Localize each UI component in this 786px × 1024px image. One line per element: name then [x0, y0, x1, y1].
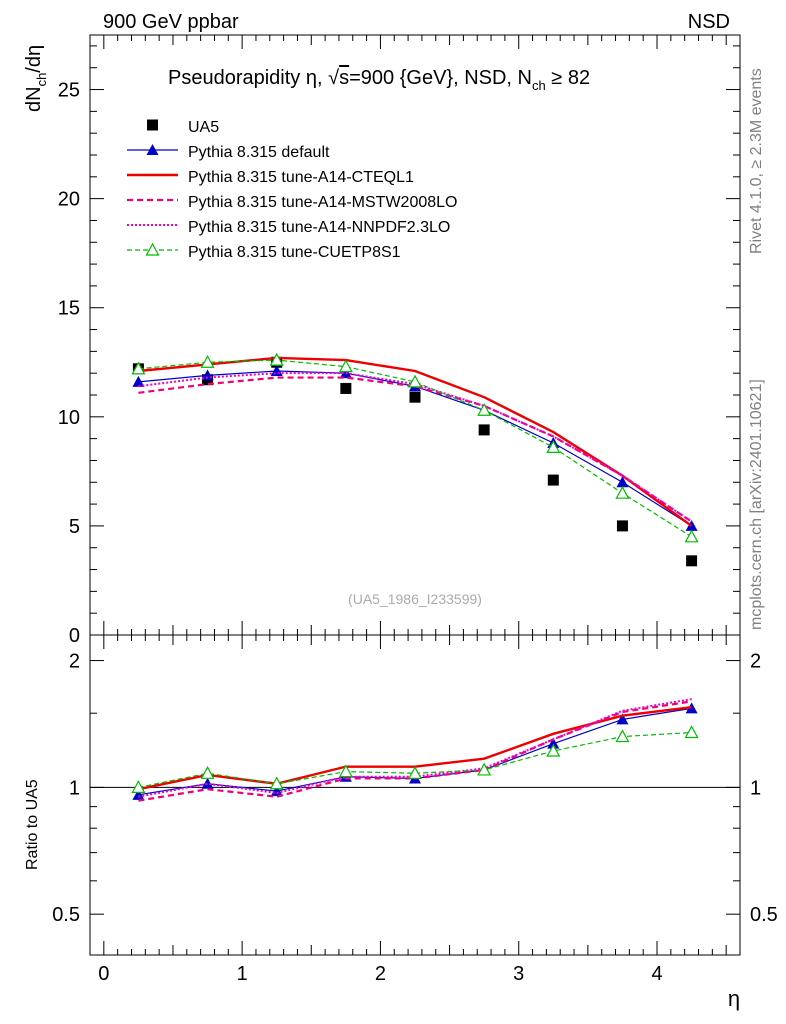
rivet-label: Rivet 4.1.0, ≥ 2.3M events	[748, 68, 765, 254]
ratio-data-point	[201, 777, 214, 789]
ratio-plot-frame	[89, 634, 741, 956]
x-tick-label: 2	[375, 963, 386, 985]
legend-item: Pythia 8.315 tune-A14-MSTW2008LO	[127, 194, 457, 211]
legend: UA5 Pythia 8.315 default Pythia 8.315 tune…	[127, 119, 457, 261]
x-tick-label: 4	[651, 963, 662, 985]
ratio-data-point	[546, 743, 561, 757]
y-tick-label: 15	[58, 298, 80, 320]
main-data-point	[616, 476, 629, 488]
ratio-data-point	[200, 766, 215, 779]
legend-swatch-marker	[146, 144, 159, 155]
ratio-data-point	[616, 713, 629, 725]
ratio-y-tick-label-right: 2	[750, 651, 761, 673]
main-series-pythia-8-315-tune-cuetp8s1	[131, 352, 699, 543]
main-data-point	[615, 485, 630, 499]
main-series-group	[131, 352, 699, 567]
main-data-point	[409, 391, 421, 403]
ratio-y-tick-label-right: 0.5	[750, 904, 778, 926]
x-tick-label: 0	[98, 963, 109, 985]
analysis-watermark: (UA5_1986_I233599)	[348, 591, 482, 607]
ratio-data-point	[131, 780, 146, 793]
y-tick-label: 20	[58, 189, 80, 211]
main-series-line	[138, 356, 693, 527]
header-right: NSD	[688, 11, 730, 33]
main-data-point	[616, 520, 628, 532]
ratio-series-pythia-8-315-tune-cuetp8s1	[131, 725, 699, 793]
legend-item: Pythia 8.315 default	[127, 144, 330, 161]
legend-swatch-marker	[145, 242, 160, 256]
legend-item: UA5	[147, 119, 219, 136]
main-series-pythia-8-315-tune-a14-nnpdf2-3lo	[138, 372, 693, 523]
ratio-y-tick-label-left: 0.5	[52, 904, 80, 926]
legend-item: Pythia 8.315 tune-A14-NNPDF2.3LO	[127, 219, 450, 236]
main-series-pythia-8-315-default	[132, 365, 698, 531]
legend-item: Pythia 8.315 tune-CUETP8S1	[127, 242, 401, 261]
main-data-point	[547, 474, 559, 486]
legend-label: UA5	[188, 119, 219, 136]
main-data-point	[477, 403, 492, 416]
main-series-line	[138, 376, 693, 523]
y-tick-label: 25	[58, 80, 80, 102]
y-tick-label: 10	[58, 407, 80, 429]
main-data-point	[131, 361, 146, 375]
ratio-y-tick-label-left: 2	[69, 651, 80, 673]
main-data-point	[546, 440, 561, 453]
legend-label: Pythia 8.315 tune-A14-CTEQL1	[188, 169, 414, 186]
ratio-series-group	[131, 698, 699, 802]
y-axis-label: dNch/dη	[23, 45, 49, 112]
ratio-data-point	[132, 788, 145, 800]
ratio-data-point	[269, 776, 284, 790]
ratio-data-point	[615, 729, 630, 743]
ratio-data-point	[477, 762, 492, 776]
main-data-point	[269, 352, 284, 366]
main-series-line	[138, 372, 693, 523]
y-tick-label: 0	[69, 625, 80, 647]
legend-item: Pythia 8.315 tune-A14-CTEQL1	[127, 169, 414, 186]
main-data-point	[407, 374, 423, 388]
y-tick-label: 5	[69, 516, 80, 538]
main-data-point	[132, 375, 145, 387]
main-data-point	[200, 355, 215, 368]
legend-label: Pythia 8.315 tune-A14-MSTW2008LO	[188, 194, 457, 211]
ratio-data-point	[547, 737, 560, 749]
ratio-series-line	[138, 731, 692, 788]
legend-label: Pythia 8.315 tune-CUETP8S1	[188, 244, 401, 261]
main-series-pythia-8-315-tune-a14-mstw2008lo	[138, 376, 693, 523]
x-axis-label: η	[728, 986, 740, 1011]
main-data-point	[686, 555, 698, 567]
ratio-y-tick-label-right: 1	[750, 777, 761, 799]
legend-label: Pythia 8.315 tune-A14-NNPDF2.3LO	[188, 219, 450, 236]
ratio-data-point	[684, 725, 699, 739]
ratio-data-point	[338, 764, 353, 778]
ratio-y-tick-label-left: 1	[69, 777, 80, 799]
main-data-point	[338, 359, 353, 373]
main-data-point	[684, 529, 699, 543]
x-tick-label: 1	[237, 963, 248, 985]
x-tick-label: 3	[513, 963, 524, 985]
legend-label: Pythia 8.315 default	[188, 144, 330, 161]
header-left: 900 GeV ppbar	[103, 11, 239, 33]
ratio-y-axis-label: Ratio to UA5	[24, 779, 41, 870]
main-data-point	[478, 424, 490, 436]
ratio-data-point	[407, 766, 423, 779]
axis-ticks: 0 5 10 15 20 25 0 1 2 3 4 0.5 0.5 1 1 2 2	[52, 35, 778, 985]
main-data-point	[340, 382, 352, 394]
main-series-pythia-8-315-tune-a14-cteql1	[138, 356, 693, 527]
main-series-line	[138, 359, 692, 538]
mcplots-label: mcplots.cern.ch [arXiv:2401.10621]	[748, 379, 765, 630]
legend-swatch-marker	[147, 119, 158, 131]
plot-title: Pseudorapidity η, √s=900 {GeV}, NSD, Nch…	[168, 67, 590, 93]
